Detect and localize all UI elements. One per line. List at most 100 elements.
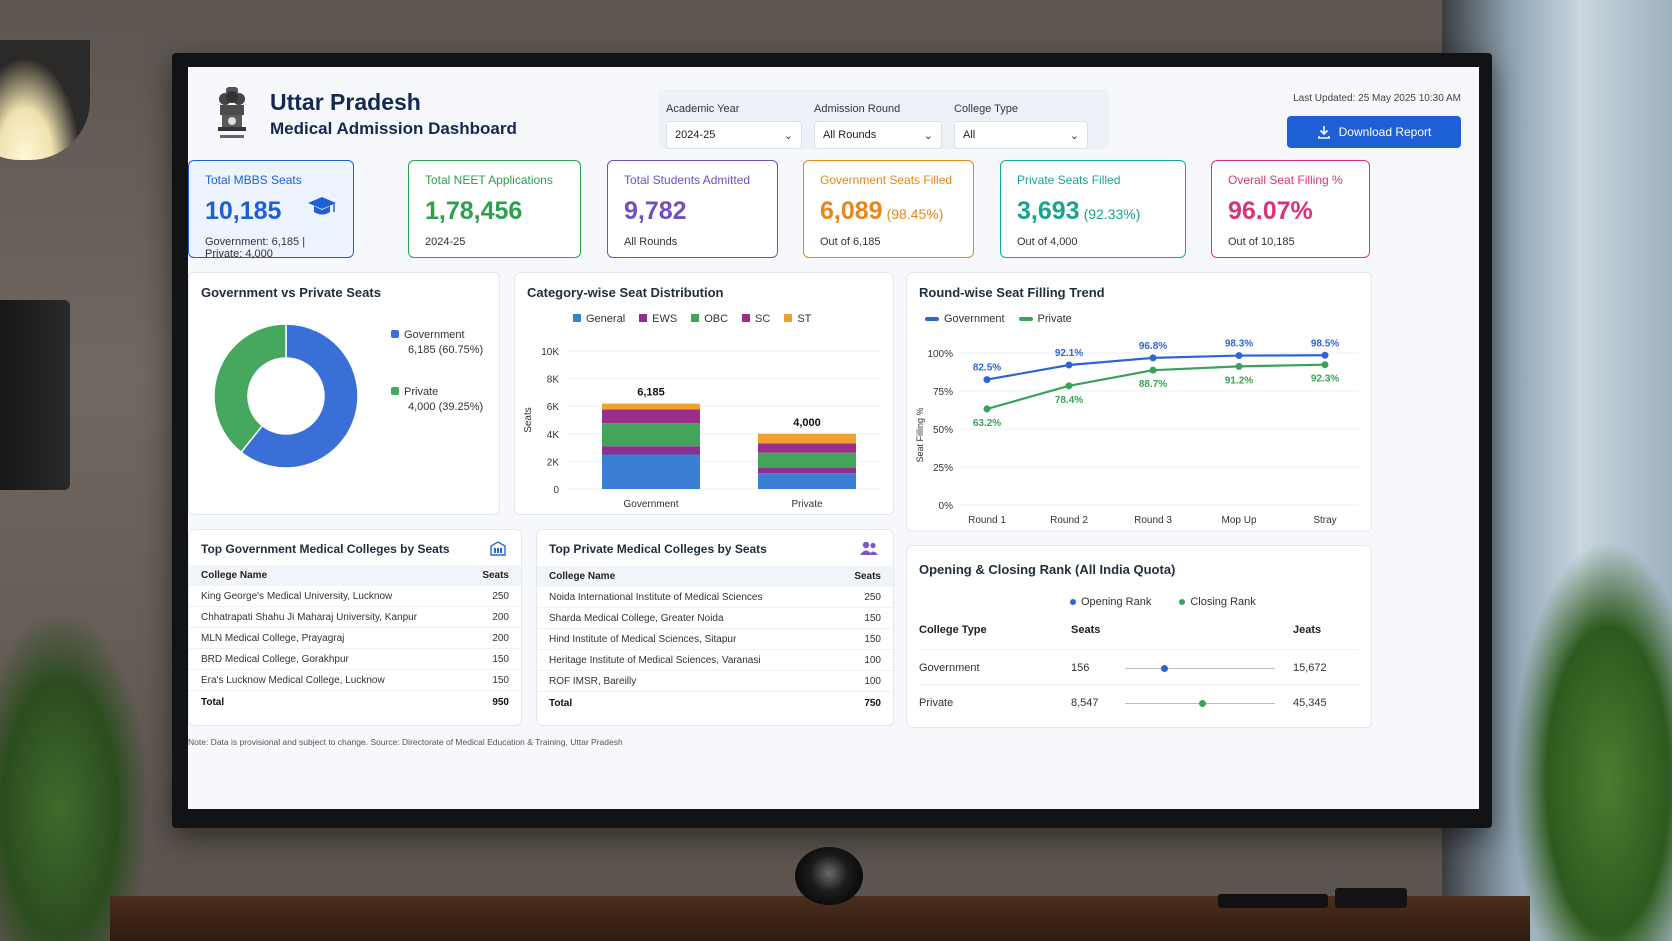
kpi-label: Total Students Admitted [624,173,751,187]
legend-line-swatch [925,317,939,321]
media-box [1218,894,1328,908]
kpi-value-number: 3,693 [1017,197,1080,225]
college-seats: 100 [864,655,881,666]
legend-government: Government 6,185 (60.75%) [391,329,483,356]
legend-ews: EWS [639,313,677,325]
donut-slice-government[interactable] [240,323,359,469]
y-tick-label: 75% [933,387,953,398]
bar-total-label: 6,185 [637,387,665,399]
plant-right [1512,540,1672,941]
table-row[interactable]: MLN Medical College, Prayagraj 200 [189,628,521,649]
kpi-value: 9,782 [624,197,761,226]
bar-segment-obc[interactable] [602,423,700,447]
dashboard-screen: Uttar Pradesh Medical Admission Dashboar… [188,67,1479,809]
legend-label: General [586,313,626,325]
data-label: 98.3% [1225,339,1253,350]
college-type-select[interactable]: All ⌄ [954,121,1088,149]
admission-round-label: Admission Round [814,103,901,115]
admission-round-filter: Admission Round All Rounds ⌄ [814,103,942,149]
table-row[interactable]: Chhatrapati Shahu Ji Maharaj University,… [189,607,521,628]
bar-segment-general[interactable] [602,454,700,490]
bar-segment-st[interactable] [602,403,700,410]
kpi-card: Total NEET Applications 1,78,456 2024-25 [408,160,581,258]
data-label: 91.2% [1225,375,1253,386]
data-point[interactable] [1321,361,1329,369]
table-total-row: Total 950 [189,691,521,714]
table-total-row: Total 750 [537,692,893,715]
legend-closing-rank: Closing Rank [1179,596,1256,608]
rank-range-marker[interactable] [1161,665,1168,672]
legend-dot [1070,599,1076,605]
table-row[interactable]: BRD Medical College, Gorakhpur 150 [189,649,521,670]
legend-private: Private [1018,313,1072,325]
bar-segment-ews[interactable] [602,446,700,455]
table-row[interactable]: King George's Medical University, Luckno… [189,586,521,607]
data-point[interactable] [983,376,991,384]
download-report-button[interactable]: Download Report [1287,116,1461,148]
total-value: 950 [492,697,509,708]
bar-segment-ews[interactable] [758,467,856,474]
college-name: Era's Lucknow Medical College, Lucknow [201,675,385,686]
bar-segment-general[interactable] [758,473,856,489]
rank-row[interactable]: Private 8,547 45,345 [919,684,1359,718]
admission-round-select[interactable]: All Rounds ⌄ [814,121,942,149]
data-point[interactable] [1321,351,1329,359]
data-point[interactable] [1235,362,1243,370]
webcam [795,847,863,905]
rank-college-type: Private [919,697,954,709]
x-tick-label: Round 2 [1050,515,1088,526]
rank-range-track [1125,700,1275,707]
data-label: 92.3% [1311,374,1339,385]
table-row[interactable]: Heritage Institute of Medical Sciences, … [537,650,893,671]
data-label: 96.8% [1139,341,1167,352]
gov-vs-private-panel: Government vs Private Seats Government 6… [188,272,500,515]
table-row[interactable]: Era's Lucknow Medical College, Lucknow 15… [189,670,521,691]
donut-slice-private[interactable] [213,323,287,454]
category-bar-chart: 10K 8K 6K 4K 2K 0 Seats 6,185 Government 4,000 Pri… [523,347,880,510]
table-row[interactable]: Hind Institute of Medical Sciences, Sita… [537,629,893,650]
kpi-value: 1,78,456 [425,197,564,226]
y-tick-label: 6K [547,402,560,413]
rank-closing-value: 45,345 [1293,697,1327,709]
rank-title: Opening & Closing Rank (All India Quota) [919,562,1176,577]
data-point[interactable] [983,405,991,413]
bar-segment-st[interactable] [758,433,856,444]
lamp-shade [0,300,70,490]
bar-segment-sc[interactable] [758,443,856,453]
table-row[interactable]: Noida International Institute of Medical… [537,587,893,608]
data-point[interactable] [1065,382,1073,390]
data-point[interactable] [1149,366,1157,374]
rank-range-track [1125,665,1275,672]
data-point[interactable] [1065,361,1073,369]
table-header: College Name Seats [537,566,893,587]
kpi-value-number: 10,185 [205,197,282,225]
table-row[interactable]: Sharda Medical College, Greater Noida 150 [537,608,893,629]
legend-swatch [573,314,581,322]
chevron-down-icon: ⌄ [1069,130,1079,142]
y-tick-label: 100% [927,349,953,360]
kpi-value: 96.07% [1228,197,1353,226]
y-axis-label: Seats [523,407,534,433]
rank-row[interactable]: Government 156 15,672 [919,649,1359,683]
col-seats: Seats [854,571,881,582]
table-row[interactable]: ROF IMSR, Bareilly 100 [537,671,893,692]
data-point[interactable] [1235,352,1243,360]
legend-government-name: Government [404,329,465,341]
x-tick-label: Stray [1313,515,1336,526]
college-name: Hind Institute of Medical Sciences, Sita… [549,634,737,645]
trend-line-chart: 100% 75% 50% 25% 0% Seat Filling % Round 1 Roun… [915,338,1359,526]
trend-chart-title: Round-wise Seat Filling Trend [919,285,1105,300]
academic-year-select[interactable]: 2024-25 ⌄ [666,121,802,149]
total-value: 750 [864,698,881,709]
data-point[interactable] [1149,354,1157,362]
data-label: 92.1% [1055,348,1083,359]
rank-range-marker[interactable] [1198,700,1206,707]
legend-dot [1179,599,1186,605]
bar-segment-obc[interactable] [758,452,856,468]
data-label: 88.7% [1139,379,1167,390]
bar-segment-sc[interactable] [602,409,700,424]
col-college-name: College Name [201,570,268,581]
kpi-label: Government Seats Filled [820,173,953,187]
kpi-value-number: 1,78,456 [425,197,523,225]
trend-legend: Government Private [925,313,1072,325]
